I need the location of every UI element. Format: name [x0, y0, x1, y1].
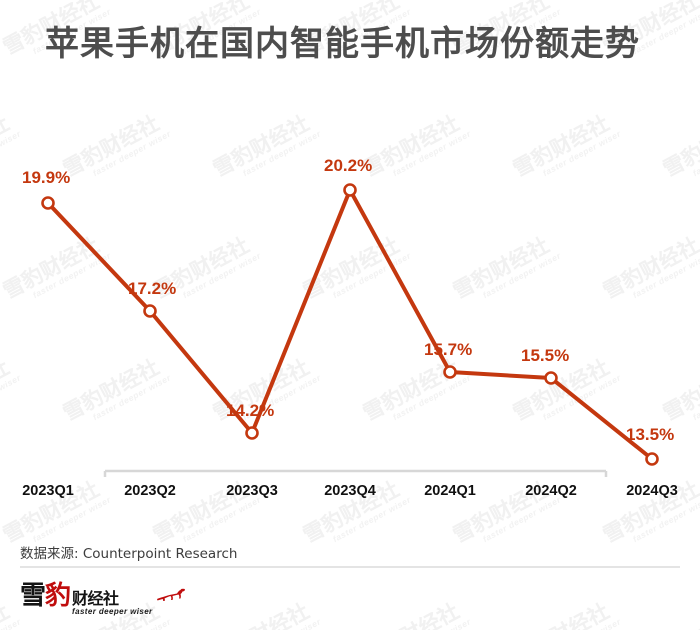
footer-divider [20, 566, 680, 568]
source-note: 数据来源: Counterpoint Research [20, 546, 238, 562]
data-point-marker[interactable] [245, 426, 259, 440]
brand-logo: 雪 豹 财经社 faster deeper wiser [20, 583, 186, 616]
data-point-marker[interactable] [443, 365, 457, 379]
data-point-marker[interactable] [143, 304, 157, 318]
data-point-label: 13.5% [626, 425, 675, 444]
data-point-label: 14.2% [226, 401, 275, 420]
data-point-label: 19.9% [22, 168, 71, 187]
data-point-marker[interactable] [544, 371, 558, 385]
brand-name-block: 财经社 faster deeper wiser [72, 589, 153, 616]
x-tick-label: 2023Q3 [226, 483, 278, 499]
data-point-label: 15.5% [521, 346, 570, 365]
x-tick-label: 2023Q4 [324, 483, 376, 499]
data-point-marker[interactable] [343, 183, 357, 197]
data-point-label: 17.2% [128, 279, 177, 298]
leopard-icon-svg [156, 588, 185, 601]
page-title: 苹果手机在国内智能手机市场份额走势 [45, 24, 640, 64]
series-markers [41, 183, 659, 466]
x-tick-label: 2024Q1 [424, 483, 476, 499]
x-tick-label: 2024Q2 [525, 483, 577, 499]
data-point-label: 20.2% [324, 156, 373, 175]
leopard-icon [156, 587, 186, 607]
x-tick-label: 2024Q3 [626, 483, 678, 499]
brand-name-rest: 财经社 [72, 589, 119, 608]
x-tick-label: 2023Q2 [124, 483, 176, 499]
brand-char-xue: 雪 [20, 581, 46, 611]
series-line-apple-share [46, 188, 654, 461]
brand-tagline: faster deeper wiser [72, 606, 153, 616]
data-point-marker[interactable] [645, 452, 659, 466]
data-point-label: 15.7% [424, 340, 473, 359]
x-tick-label: 2023Q1 [22, 483, 74, 499]
brand-char-bao: 豹 [45, 581, 71, 611]
brand-logo-wordmark: 雪 豹 财经社 faster deeper wiser [20, 583, 153, 616]
data-point-marker[interactable] [41, 196, 55, 210]
